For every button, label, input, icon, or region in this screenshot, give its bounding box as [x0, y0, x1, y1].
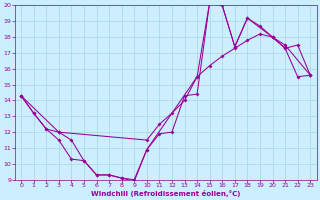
X-axis label: Windchill (Refroidissement éolien,°C): Windchill (Refroidissement éolien,°C) — [91, 190, 240, 197]
